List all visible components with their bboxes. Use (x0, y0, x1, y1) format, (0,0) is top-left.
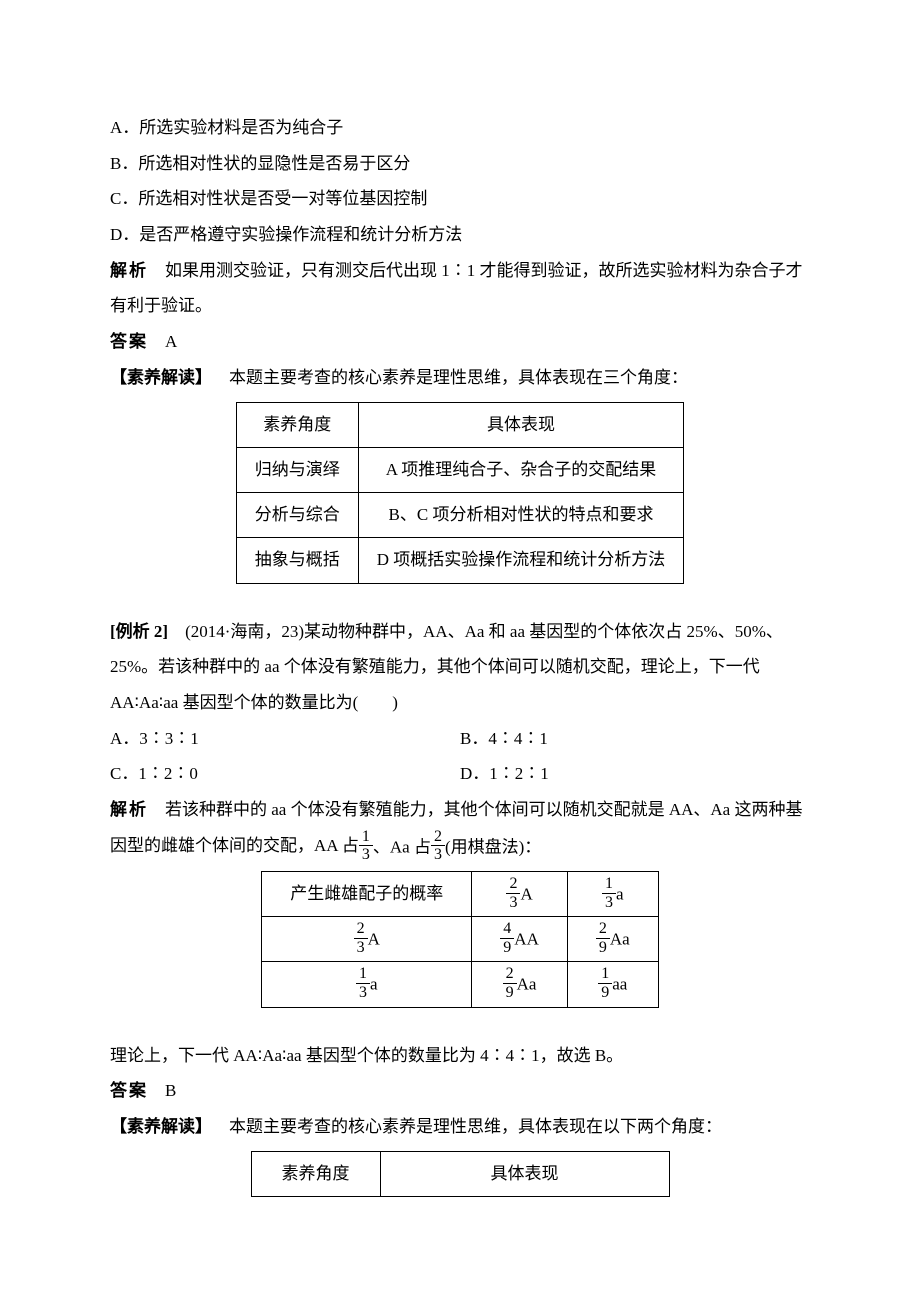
answer-2: 答案 B (110, 1073, 810, 1109)
punnett-row-a2: 13a (262, 962, 472, 1007)
table-row: 素养角度 具体表现 (251, 1151, 669, 1196)
table-header: 具体表现 (380, 1151, 669, 1196)
punnett-cell-aa3: 29Aa (472, 962, 568, 1007)
competency-table-1: 素养角度 具体表现 归纳与演绎 A 项推理纯合子、杂合子的交配结果 分析与综合 … (236, 402, 685, 584)
explanation-1-line1: 解析 如果用测交验证，只有测交后代出现 1∶1 才能得到验证，故所选实验材料为杂… (110, 253, 810, 289)
competency-1: 【素养解读】 本题主要考查的核心素养是理性思维，具体表现在三个角度： (110, 360, 810, 396)
example-2-label: [例析 2] (110, 622, 168, 641)
table-row: 13a 29Aa 19aa (262, 962, 658, 1007)
option2-a: A．3∶3∶1 (110, 721, 460, 757)
punnett-row-a: 23A (262, 917, 472, 962)
table-cell: 分析与综合 (236, 493, 358, 538)
example-2-line1: [例析 2] (2014·海南，23)某动物种群中，AA、Aa 和 aa 基因型… (110, 614, 810, 650)
table-row: 23A 49AA 29Aa (262, 917, 658, 962)
table-cell: A 项推理纯合子、杂合子的交配结果 (358, 447, 684, 492)
answer-label: 答案 (110, 324, 148, 360)
table-row: 抽象与概括 D 项概括实验操作流程和统计分析方法 (236, 538, 684, 583)
table-header: 素养角度 (251, 1151, 380, 1196)
explanation-2-text2b: 、Aa 占 (373, 837, 431, 856)
document-page: A．所选实验材料是否为纯合子 B．所选相对性状的显隐性是否易于区分 C．所选相对… (0, 0, 920, 1277)
options-row-2: C．1∶2∶0 D．1∶2∶1 (110, 756, 810, 792)
table-cell: 抽象与概括 (236, 538, 358, 583)
table-cell: 归纳与演绎 (236, 447, 358, 492)
example-2-line3: AA∶Aa∶aa 基因型个体的数量比为( ) (110, 685, 810, 721)
answer-label: 答案 (110, 1073, 148, 1109)
option-c: C．所选相对性状是否受一对等位基因控制 (110, 181, 810, 217)
punnett-header: 产生雌雄配子的概率 (262, 872, 472, 917)
option-d: D．是否严格遵守实验操作流程和统计分析方法 (110, 217, 810, 253)
table-cell: B、C 项分析相对性状的特点和要求 (358, 493, 684, 538)
answer-1-value: A (148, 332, 177, 351)
explanation-label: 解析 (110, 792, 148, 828)
answer-2-value: B (148, 1081, 176, 1100)
punnett-cell-aa: 49AA (472, 917, 568, 962)
explanation-1-line2: 有利于验证。 (110, 288, 810, 324)
table-header: 素养角度 (236, 402, 358, 447)
option-b: B．所选相对性状的显隐性是否易于区分 (110, 146, 810, 182)
competency-2: 【素养解读】 本题主要考查的核心素养是理性思维，具体表现在以下两个角度： (110, 1109, 810, 1145)
explanation-2-text2a: 因型的雌雄个体间的交配，AA 占 (110, 836, 359, 855)
punnett-col-a2: 13a (567, 872, 658, 917)
table-cell: D 项概括实验操作流程和统计分析方法 (358, 538, 684, 583)
table-row: 归纳与演绎 A 项推理纯合子、杂合子的交配结果 (236, 447, 684, 492)
conclusion-2: 理论上，下一代 AA∶Aa∶aa 基因型个体的数量比为 4∶4∶1，故选 B。 (110, 1038, 810, 1074)
answer-1: 答案 A (110, 324, 810, 360)
explanation-2-text1: 若该种群中的 aa 个体没有繁殖能力，其他个体间可以随机交配就是 AA、Aa 这… (148, 800, 802, 819)
explanation-2-text2c: (用棋盘法)： (445, 837, 541, 856)
competency-label: 【素养解读】 (110, 1109, 212, 1145)
table-header: 具体表现 (358, 402, 684, 447)
option-a: A．所选实验材料是否为纯合子 (110, 110, 810, 146)
example-2-line2: 25%。若该种群中的 aa 个体没有繁殖能力，其他个体间可以随机交配，理论上，下… (110, 649, 810, 685)
table-row: 素养角度 具体表现 (236, 402, 684, 447)
explanation-2-line1: 解析 若该种群中的 aa 个体没有繁殖能力，其他个体间可以随机交配就是 AA、A… (110, 792, 810, 828)
competency-1-text: 本题主要考查的核心素养是理性思维，具体表现在三个角度： (212, 368, 688, 387)
punnett-col-a: 23A (472, 872, 568, 917)
explanation-2-line2: 因型的雌雄个体间的交配，AA 占13、Aa 占23(用棋盘法)： (110, 828, 810, 865)
punnett-square: 产生雌雄配子的概率 23A 13a 23A 49AA 29Aa 13a (261, 871, 658, 1008)
competency-table-2: 素养角度 具体表现 (251, 1151, 670, 1197)
option2-b: B．4∶4∶1 (460, 721, 810, 757)
fraction-aa2: 23 (431, 828, 445, 864)
option2-d: D．1∶2∶1 (460, 756, 810, 792)
fraction-aa: 13 (359, 828, 373, 864)
example-2-text1: (2014·海南，23)某动物种群中，AA、Aa 和 aa 基因型的个体依次占 … (168, 622, 783, 641)
punnett-cell-aa4: 19aa (567, 962, 658, 1007)
options-row-1: A．3∶3∶1 B．4∶4∶1 (110, 721, 810, 757)
table-row: 分析与综合 B、C 项分析相对性状的特点和要求 (236, 493, 684, 538)
competency-label: 【素养解读】 (110, 360, 212, 396)
option2-c: C．1∶2∶0 (110, 756, 460, 792)
competency-2-text: 本题主要考查的核心素养是理性思维，具体表现在以下两个角度： (212, 1117, 722, 1136)
explanation-1-text1: 如果用测交验证，只有测交后代出现 1∶1 才能得到验证，故所选实验材料为杂合子才 (148, 261, 803, 280)
punnett-cell-aa2: 29Aa (567, 917, 658, 962)
table-row: 产生雌雄配子的概率 23A 13a (262, 872, 658, 917)
explanation-label: 解析 (110, 253, 148, 289)
